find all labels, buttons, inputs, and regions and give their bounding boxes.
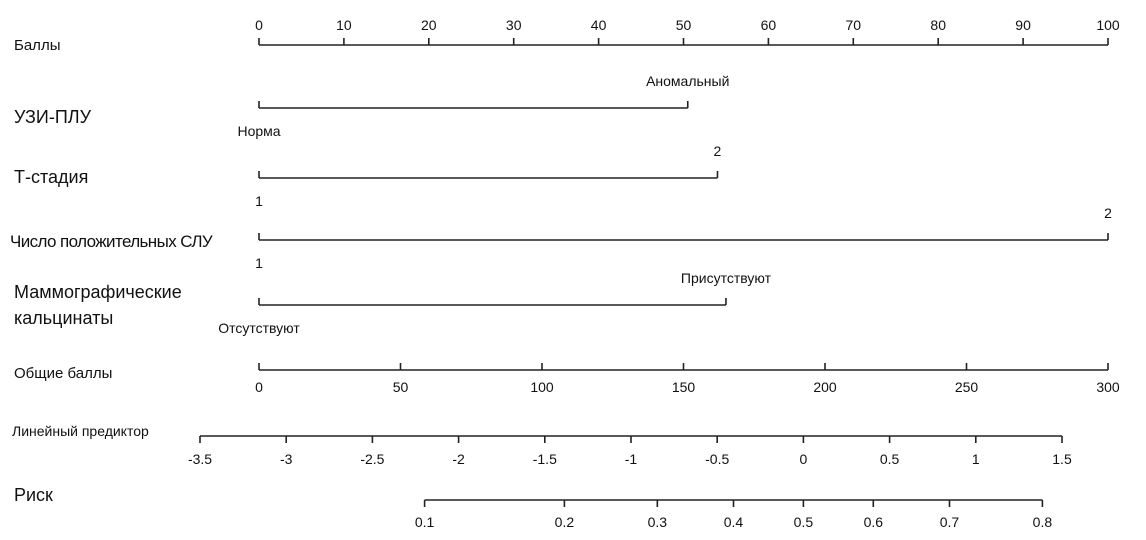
tick-label: 0 [255, 17, 263, 33]
tick-label: 0.3 [648, 514, 668, 530]
level-label: Присутствуют [681, 270, 772, 286]
tick-label: -1 [625, 451, 638, 467]
tick-label: -3.5 [188, 451, 212, 467]
tick-label: 30 [506, 17, 522, 33]
tick-label: 200 [813, 379, 837, 395]
tick-label: -2.5 [360, 451, 384, 467]
tick-label: -2 [452, 451, 465, 467]
tick-label: 0.4 [724, 514, 744, 530]
tick-label: 0.1 [415, 514, 435, 530]
tick-label: 150 [672, 379, 696, 395]
tick-label: 1.5 [1052, 451, 1072, 467]
level-label: Аномальный [646, 73, 729, 89]
row-label: Маммографические кальцинаты [14, 282, 182, 328]
tick-label: 10 [336, 17, 352, 33]
tick-label: 250 [955, 379, 979, 395]
row-label: Линейный предиктор [12, 423, 149, 439]
tick-label: 0.5 [880, 451, 900, 467]
tick-label: 300 [1096, 379, 1120, 395]
tick-label: 0 [255, 379, 263, 395]
tick-label: 40 [591, 17, 607, 33]
row-label: УЗИ-ПЛУ [14, 107, 92, 127]
row-label: Баллы [14, 37, 61, 54]
tick-label: 0.6 [864, 514, 884, 530]
tick-label: 50 [676, 17, 692, 33]
level-label: Норма [237, 123, 280, 139]
tick-label: 80 [930, 17, 946, 33]
tick-label: 50 [393, 379, 409, 395]
row-label: Число положительных СЛУ [10, 232, 213, 251]
tick-label: 1 [972, 451, 980, 467]
tick-label: 0.7 [940, 514, 960, 530]
tick-label: 0.5 [794, 514, 814, 530]
tick-label: 90 [1015, 17, 1031, 33]
tick-label: 0.8 [1033, 514, 1053, 530]
level-label: Отсутствуют [218, 320, 300, 336]
tick-label: 0.2 [555, 514, 575, 530]
tick-label: -0.5 [705, 451, 729, 467]
tick-label: 70 [846, 17, 862, 33]
row-label: Т-стадия [14, 167, 89, 187]
tick-label: 60 [761, 17, 777, 33]
level-label: 1 [255, 255, 263, 271]
tick-label: -3 [280, 451, 293, 467]
level-label: 2 [714, 143, 722, 159]
tick-label: 100 [530, 379, 554, 395]
level-label: 1 [255, 193, 263, 209]
tick-label: 0 [800, 451, 808, 467]
tick-label: -1.5 [533, 451, 557, 467]
row-label: Риск [14, 485, 53, 505]
level-label: 2 [1104, 205, 1112, 221]
row-label: Общие баллы [14, 365, 113, 382]
tick-label: 20 [421, 17, 437, 33]
tick-label: 100 [1096, 17, 1120, 33]
